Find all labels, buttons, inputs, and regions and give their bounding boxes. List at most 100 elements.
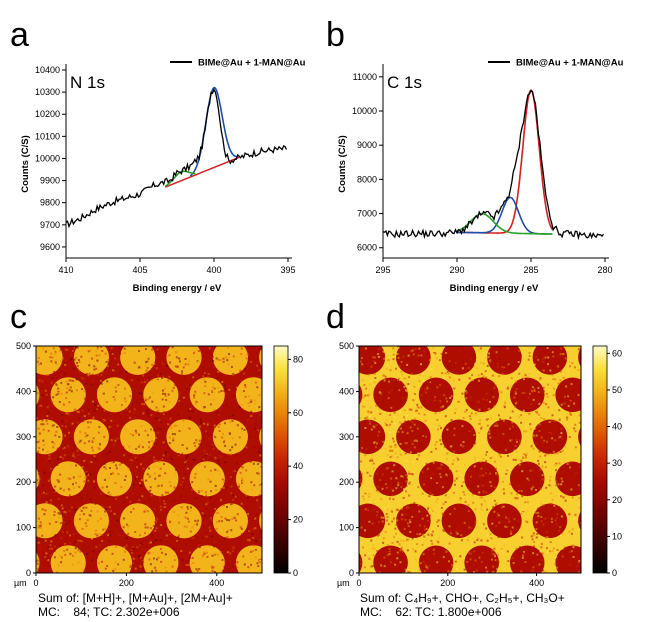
x-tick-label: 295 <box>375 265 390 275</box>
disc <box>0 340 16 375</box>
x-tick-label: 395 <box>280 265 295 275</box>
disc <box>0 419 16 454</box>
y-tick-label: 9800 <box>40 198 60 208</box>
disc <box>143 377 179 413</box>
disc <box>50 377 86 413</box>
y-tick-label: 11000 <box>353 72 377 82</box>
x-axis-label: Binding energy / eV <box>450 283 539 294</box>
legend-label: BIMe@Au + 1-MAN@Au <box>198 58 306 69</box>
x-tick-label: 0 <box>356 578 361 588</box>
disc <box>323 340 340 375</box>
disc <box>120 419 156 455</box>
disc <box>166 346 202 375</box>
y-tick-label: 10100 <box>35 131 60 141</box>
peak-label: N 1s <box>70 73 105 92</box>
disc <box>143 461 179 497</box>
caption-c-line1: Sum of: [M+H]+, [M+Au]+, [2M+Au]+ <box>38 591 233 605</box>
y-tick-label: 10300 <box>35 87 60 97</box>
colorbar-tick-label: 10 <box>612 531 622 541</box>
caption-d-line1: Sum of: C₄H₉+, CHO+, C₂H₅+, CH₃O+ <box>360 591 565 605</box>
disc <box>212 419 248 455</box>
y-tick-label: 7000 <box>357 209 377 219</box>
noise-speckle <box>36 346 262 573</box>
y-tick-label: 10200 <box>35 109 60 119</box>
disc-grid <box>0 340 262 573</box>
disc <box>532 419 568 455</box>
disc <box>235 377 262 413</box>
y-tick-label: 10400 <box>35 65 60 75</box>
y-axis-label: Counts (C/S) <box>337 135 348 193</box>
disc <box>36 346 63 375</box>
disc <box>36 384 40 406</box>
disc <box>464 461 499 497</box>
xps-chart-a: 9600 9700 9800 9900 10000 10100 10200 10300 1040… <box>20 58 306 295</box>
disc <box>259 427 262 447</box>
y-tick-label: 9000 <box>357 140 377 150</box>
y-tick-label: 300 <box>16 432 31 442</box>
disc <box>441 419 477 455</box>
x-tick-label: 0 <box>33 578 38 588</box>
y-tick-label: 0 <box>349 568 354 578</box>
fit-component-1 <box>189 86 238 177</box>
disc <box>578 511 581 531</box>
disc <box>235 461 262 497</box>
caption-c-line2: MC: 84; TC: 2.302e+006 <box>38 605 180 619</box>
y-tick-label: 200 <box>339 477 354 487</box>
x-tick-label: 410 <box>58 265 73 275</box>
disc <box>120 503 156 539</box>
disc <box>36 552 40 573</box>
disc <box>73 346 109 375</box>
panel-label-a: a <box>10 16 29 54</box>
colorbar-tick-label: 60 <box>612 348 622 358</box>
disc <box>96 461 133 497</box>
disc <box>189 377 225 413</box>
disc <box>578 427 581 447</box>
disc <box>259 347 262 368</box>
disc <box>359 346 386 375</box>
y-tick-label: 0 <box>26 568 31 578</box>
x-tick-label: 400 <box>209 578 224 588</box>
disc <box>555 377 581 413</box>
map-frame <box>358 345 582 574</box>
disc <box>418 461 454 497</box>
colorbar-tick-label: 60 <box>293 408 303 418</box>
map-frame <box>35 345 263 574</box>
disc <box>359 503 386 539</box>
peak-label: C 1s <box>387 73 422 92</box>
y-tick-label: 9600 <box>40 242 60 252</box>
axis-unit-label: µm <box>14 578 27 588</box>
colorbar-tick-label: 0 <box>293 568 298 578</box>
panel-label-d: d <box>326 298 345 336</box>
fit-component-3 <box>456 212 553 235</box>
disc <box>396 419 431 455</box>
disc <box>359 419 386 455</box>
disc <box>509 545 545 573</box>
panel-label-b: b <box>326 16 345 54</box>
colorbar-tick-label: 20 <box>612 495 622 505</box>
disc <box>359 552 363 573</box>
disc <box>235 545 262 573</box>
x-tick-label: 400 <box>529 578 544 588</box>
x-tick-label: 200 <box>440 578 455 588</box>
noise-speckle <box>359 346 581 573</box>
panel-label-c: c <box>10 298 27 336</box>
y-tick-label: 300 <box>339 432 354 442</box>
disc <box>212 346 248 375</box>
x-tick-label: 290 <box>449 265 464 275</box>
disc <box>323 420 340 455</box>
x-tick-label: 400 <box>206 265 221 275</box>
fit-component-2 <box>457 196 553 235</box>
disc <box>532 503 568 539</box>
colorbar-tick-label: 30 <box>612 458 622 468</box>
y-tick-label: 10000 <box>352 106 377 116</box>
axis-unit-label: µm <box>337 578 350 588</box>
disc <box>96 545 133 573</box>
disc <box>464 377 499 413</box>
fit-component-1 <box>457 89 554 234</box>
disc <box>0 503 16 538</box>
legend-label: BIMe@Au + 1-MAN@Au <box>516 58 624 69</box>
xps-chart-b: 6000 7000 8000 9000 10000 11000 295 290 285 280 Bi… <box>337 58 624 295</box>
disc <box>487 419 522 455</box>
x-axis-label: Binding energy / eV <box>133 283 222 294</box>
disc <box>532 346 568 375</box>
